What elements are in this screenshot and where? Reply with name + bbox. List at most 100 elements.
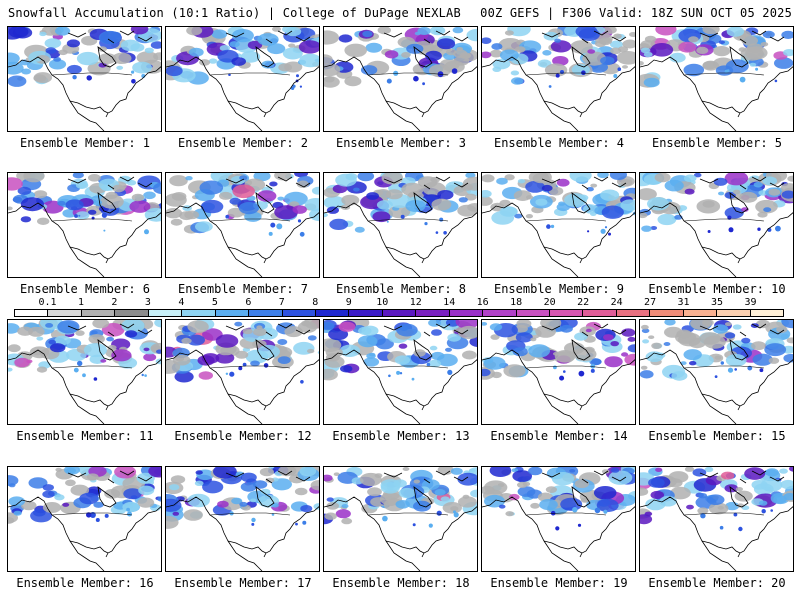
ensemble-member-map — [7, 319, 162, 425]
ensemble-member-map — [481, 172, 636, 278]
colorbar-tick-label: 2 — [111, 297, 118, 308]
ensemble-member-label: Ensemble Member: 13 — [332, 429, 470, 443]
snowfall-shading — [8, 320, 161, 381]
snowfall-map — [8, 27, 161, 131]
ensemble-member-label: Ensemble Member: 2 — [177, 136, 309, 150]
snowfall-shading — [8, 467, 161, 524]
us-canada-border — [367, 218, 449, 222]
snowfall-shading — [482, 173, 635, 236]
ensemble-member-label: Ensemble Member: 19 — [490, 576, 628, 590]
colorbar-tick-label: 31 — [677, 297, 690, 308]
us-canada-border — [525, 512, 607, 516]
colorbar-tick-label: 16 — [476, 297, 489, 308]
coastlines — [640, 470, 793, 571]
snowfall-shading — [324, 173, 477, 235]
ensemble-member-map — [639, 26, 794, 132]
colorbar-tick-label: 0.1 — [38, 297, 57, 308]
us-canada-border — [683, 218, 765, 222]
coastlines — [166, 30, 319, 131]
colorbar-segment — [382, 310, 417, 316]
ensemble-member-map — [323, 319, 478, 425]
us-canada-border — [209, 512, 291, 516]
coastlines — [482, 323, 635, 424]
snowfall-shading — [640, 173, 793, 233]
ensemble-member-label: Ensemble Member: 12 — [174, 429, 312, 443]
colorbar-tick-label: 22 — [577, 297, 590, 308]
snowfall-map — [166, 467, 319, 571]
snowfall-shading — [8, 173, 161, 235]
colorbar-tick-label: 5 — [211, 297, 218, 308]
coastlines — [482, 176, 635, 277]
colorbar-segment — [15, 310, 49, 316]
coastlines — [324, 176, 477, 277]
us-canada-border — [51, 218, 133, 222]
snowfall-map — [482, 27, 635, 131]
coastlines — [8, 470, 161, 571]
colorbar-segment — [550, 310, 584, 316]
colorbar-tick-label: 18 — [510, 297, 523, 308]
us-canada-border — [525, 72, 607, 76]
snowfall-map — [166, 320, 319, 424]
colorbar-segment — [583, 310, 617, 316]
ensemble-member-map — [639, 172, 794, 278]
colorbar-tick-label: 39 — [744, 297, 757, 308]
us-canada-border — [209, 72, 291, 76]
coastlines — [324, 323, 477, 424]
colorbar-tick-label: 24 — [610, 297, 623, 308]
snowfall-map — [8, 467, 161, 571]
colorbar-tick-label: 12 — [409, 297, 422, 308]
snowfall-map — [166, 27, 319, 131]
ensemble-member-map — [7, 466, 162, 572]
snowfall-shading — [640, 467, 793, 532]
snowfall-map — [640, 27, 793, 131]
ensemble-member-label: Ensemble Member: 6 — [19, 282, 151, 296]
us-canada-border — [51, 512, 133, 516]
us-canada-border — [209, 365, 291, 369]
us-canada-border — [683, 72, 765, 76]
snowfall-map — [8, 173, 161, 277]
coastlines — [640, 176, 793, 277]
coastlines — [8, 176, 161, 277]
snowfall-map — [8, 320, 161, 424]
colorbar-segment — [683, 310, 718, 316]
ensemble-member-map — [165, 172, 320, 278]
snowfall-map — [640, 467, 793, 571]
ensemble-member-label: Ensemble Member: 17 — [174, 576, 312, 590]
us-canada-border — [367, 512, 449, 516]
snowfall-shading — [482, 467, 635, 531]
colorbar-tick-label: 14 — [443, 297, 456, 308]
coastlines — [324, 470, 477, 571]
snowfall-shading — [482, 27, 635, 88]
ensemble-member-map — [481, 26, 636, 132]
coastlines — [640, 30, 793, 131]
colorbar-segment — [115, 310, 149, 316]
colorbar-segment — [717, 310, 751, 316]
colorbar-segment — [650, 310, 684, 316]
ensemble-member-label: Ensemble Member: 16 — [16, 576, 154, 590]
snowfall-shading — [482, 320, 635, 381]
ensemble-member-label: Ensemble Member: 4 — [493, 136, 625, 150]
colorbar-segment — [315, 310, 350, 316]
colorbar-tick-label: 27 — [644, 297, 657, 308]
snowfall-shading — [640, 320, 793, 381]
ensemble-member-label: Ensemble Member: 5 — [651, 136, 783, 150]
ensemble-member-label: Ensemble Member: 20 — [648, 576, 786, 590]
snowfall-map — [324, 173, 477, 277]
ensemble-member-map — [7, 172, 162, 278]
colorbar-segment — [249, 310, 283, 316]
colorbar-tick-label: 7 — [278, 297, 285, 308]
colorbar-segment — [182, 310, 216, 316]
ensemble-member-label: Ensemble Member: 7 — [177, 282, 309, 296]
colorbar-segment — [48, 310, 82, 316]
colorbar-segment — [282, 310, 316, 316]
us-canada-border — [367, 365, 449, 369]
colorbar-tick-label: 10 — [376, 297, 389, 308]
colorbar-segment — [148, 310, 183, 316]
snowfall-shading — [324, 27, 477, 88]
coastlines — [8, 323, 161, 424]
ensemble-member-map — [639, 319, 794, 425]
snowfall-map — [324, 467, 477, 571]
ensemble-member-map — [165, 466, 320, 572]
colorbar-tick-label: 35 — [711, 297, 724, 308]
coastlines — [640, 323, 793, 424]
